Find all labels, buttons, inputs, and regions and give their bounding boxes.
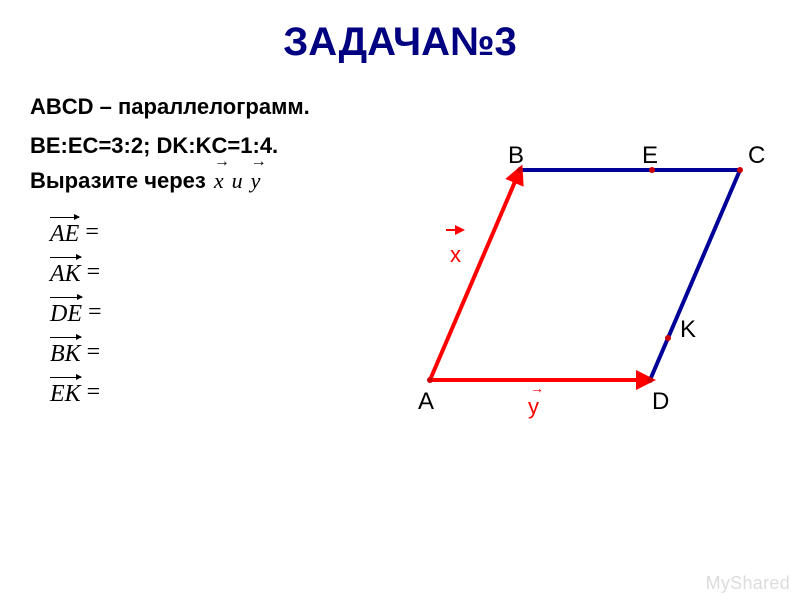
vector-AK: AK: [50, 257, 81, 288]
equals-sign: =: [87, 339, 101, 366]
vector-item: EK=: [50, 372, 440, 412]
label-B: B: [508, 142, 524, 170]
vector-AE: AE: [50, 217, 79, 248]
label-E: E: [642, 142, 658, 170]
vector-arrow-icon: →: [214, 154, 224, 170]
point-A-dot: [427, 377, 433, 383]
equals-sign: =: [87, 259, 101, 286]
parallelogram-diagram: A B C D E K x → y: [390, 150, 770, 430]
label-D: D: [652, 388, 669, 416]
point-K-dot: [665, 335, 671, 341]
side-CD: [650, 170, 740, 380]
point-C-dot: [737, 167, 743, 173]
vector-EK: EK: [50, 377, 81, 408]
equals-sign: =: [85, 219, 99, 246]
vector-DE: DE: [50, 297, 82, 328]
basis-vector-x: → x: [214, 168, 224, 194]
point-D-dot: [647, 377, 653, 383]
vector-x-line: [430, 170, 520, 380]
vector-item: AK=: [50, 252, 440, 292]
express-prefix: Выразите через: [30, 168, 206, 194]
label-K: K: [680, 316, 696, 344]
vector-item: BK=: [50, 332, 440, 372]
vector-arrow-icon: →: [251, 154, 261, 170]
label-A: A: [418, 388, 434, 416]
vector-BK: BK: [50, 337, 81, 368]
vector-list: AE= AK= DE= BK= EK=: [30, 212, 440, 412]
label-C: C: [748, 142, 765, 170]
axis-label-y: → y: [528, 394, 539, 420]
vector-item: DE=: [50, 292, 440, 332]
vector-item: AE=: [50, 212, 440, 252]
equals-sign: =: [88, 299, 102, 326]
diagram-svg: [390, 150, 770, 430]
conj: и: [232, 168, 243, 194]
express-line: Выразите через → x и → y: [30, 168, 440, 194]
equals-sign: =: [87, 379, 101, 406]
statement-2: BE:EC=3:2; DK:KC=1:4.: [30, 129, 440, 162]
basis-vector-y: → y: [251, 168, 261, 194]
left-column: ABCD – параллелограмм. BE:EC=3:2; DK:KC=…: [30, 90, 440, 412]
statement-1: ABCD – параллелограмм.: [30, 90, 440, 123]
page-title: ЗАДАЧА№3: [0, 0, 800, 90]
axis-label-x: x: [450, 242, 461, 268]
watermark: MyShared: [706, 573, 790, 594]
